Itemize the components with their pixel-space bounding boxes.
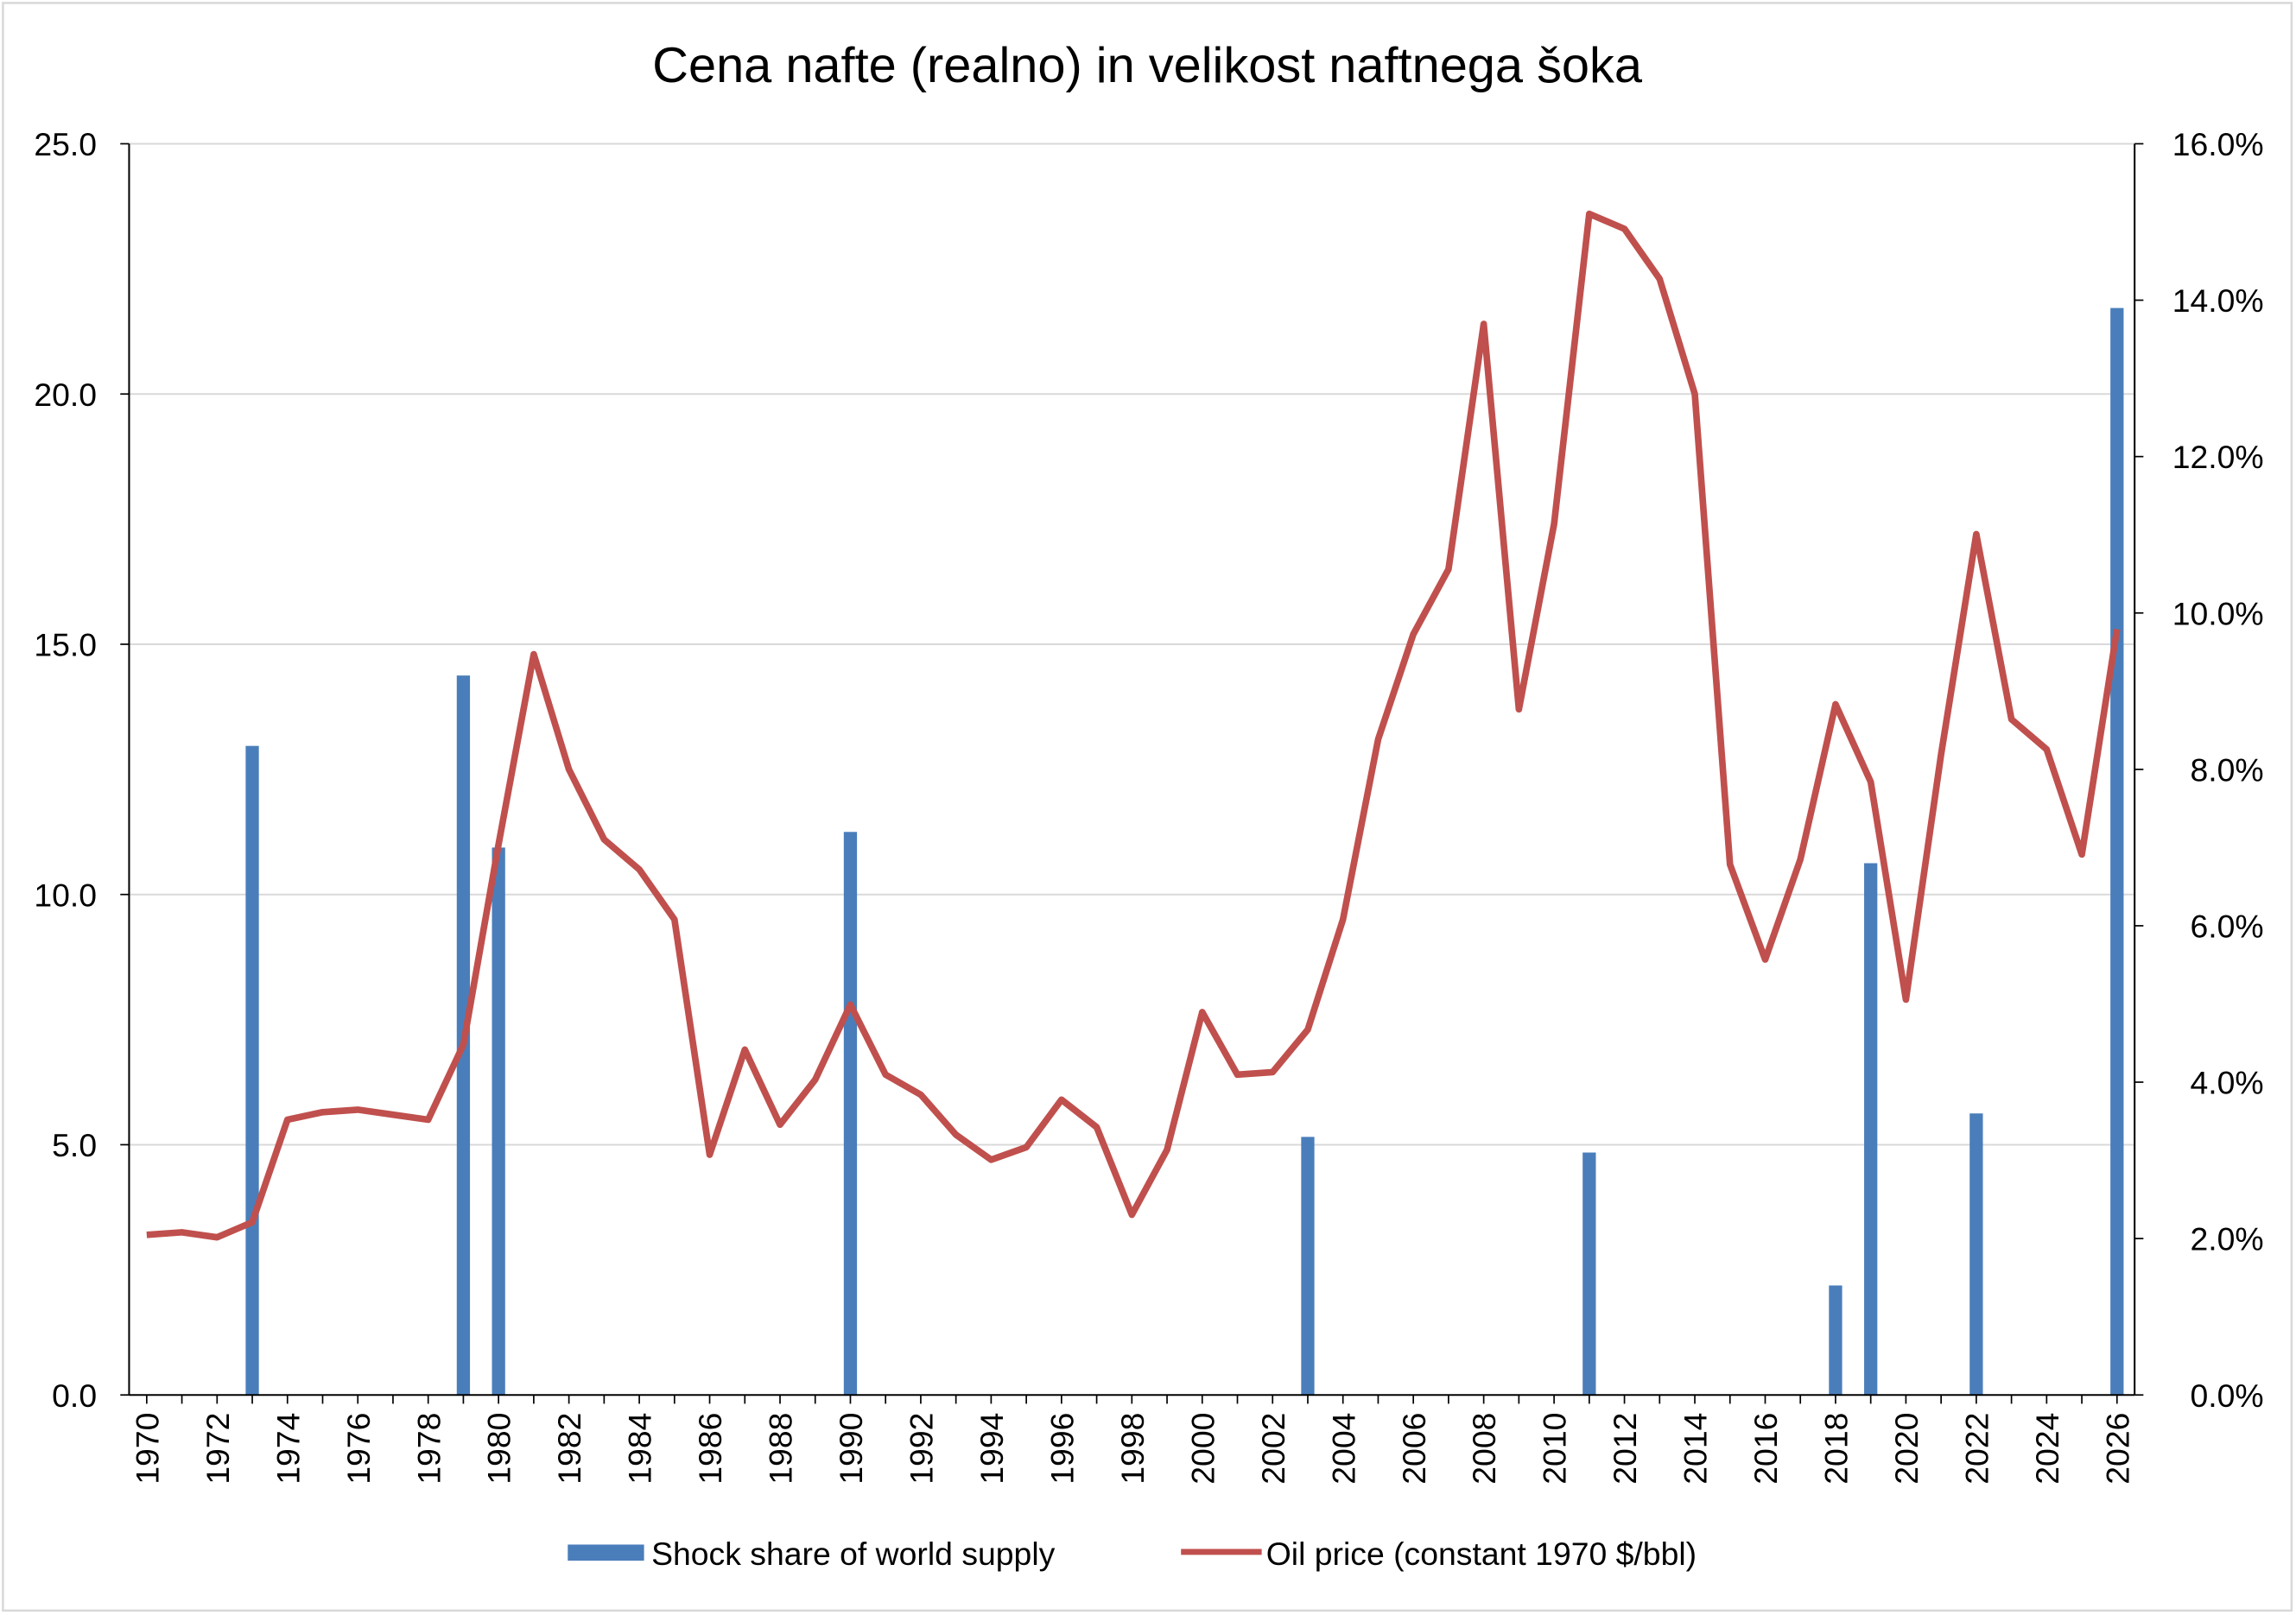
x-tick-label: 2026 <box>2099 1413 2135 1485</box>
x-tick-label: 2000 <box>1184 1413 1221 1485</box>
x-tick-label: 1976 <box>340 1413 377 1485</box>
oil-price-line <box>146 210 2121 1241</box>
x-tick-label: 2024 <box>2029 1413 2065 1485</box>
right-tick-label: 8.0% <box>2190 751 2263 788</box>
right-tick-label: 12.0% <box>2172 439 2264 475</box>
x-tick-label: 1982 <box>551 1413 587 1485</box>
x-tick-label: 1974 <box>270 1413 306 1485</box>
x-tick-label: 1994 <box>974 1413 1010 1485</box>
x-tick-label: 1972 <box>200 1413 236 1485</box>
bar-1980 <box>492 847 505 1396</box>
bar-2011 <box>1582 1152 1596 1396</box>
line-series <box>146 210 2121 1241</box>
x-tick-label: 1988 <box>763 1413 799 1485</box>
x-tick-label: 1980 <box>481 1413 517 1485</box>
legend-label-bars: Shock share of world supply <box>651 1536 1056 1572</box>
legend-label-line: Oil price (constant 1970 $/bbl) <box>1266 1536 1697 1572</box>
x-tick-label: 2012 <box>1607 1413 1643 1485</box>
right-tick-label: 6.0% <box>2190 909 2263 945</box>
left-tick-label: 20.0 <box>34 377 97 413</box>
right-tick-label: 0.0% <box>2190 1378 2263 1414</box>
x-tick-label: 2002 <box>1255 1413 1291 1485</box>
right-tick-label: 4.0% <box>2190 1065 2263 1101</box>
x-tick-label: 2006 <box>1396 1413 1432 1485</box>
x-tick-label: 2020 <box>1888 1413 1925 1485</box>
x-tick-label: 2018 <box>1818 1413 1855 1485</box>
x-tick-label: 1986 <box>692 1413 728 1485</box>
left-tick-label: 0.0 <box>52 1378 97 1414</box>
bar-2019 <box>1864 863 1878 1396</box>
x-tick-label: 2010 <box>1537 1413 1573 1485</box>
right-tick-label: 14.0% <box>2172 282 2264 319</box>
left-tick-label: 10.0 <box>34 877 97 913</box>
left-tick-label: 15.0 <box>34 627 97 663</box>
bar-2018 <box>1829 1285 1843 1396</box>
x-tick-label: 2008 <box>1466 1413 1502 1485</box>
bar-2003 <box>1301 1137 1315 1396</box>
bar-1990 <box>843 832 858 1396</box>
x-tick-label: 2004 <box>1325 1413 1361 1485</box>
axes: 0.0 5.0 10.0 15.0 20.0 25.0 0.0% 2.0% 4.0% 6.0% 8.… <box>34 126 2263 1485</box>
right-tick-label: 2.0% <box>2190 1221 2263 1257</box>
x-tick-label: 2014 <box>1678 1413 1714 1485</box>
x-tick-label: 2022 <box>1958 1413 1995 1485</box>
bar-1973 <box>245 745 259 1396</box>
x-tick-label: 1996 <box>1043 1413 1080 1485</box>
bar-2026 <box>2110 307 2124 1396</box>
legend: Shock share of world supply Oil price (c… <box>568 1536 1697 1572</box>
chart-title: Cena nafte (realno) in velikost naftnega… <box>652 38 1643 93</box>
x-tick-label: 1978 <box>410 1413 447 1485</box>
x-tick-label: 1992 <box>904 1413 940 1485</box>
x-tick-label: 1970 <box>129 1413 165 1485</box>
left-tick-label: 25.0 <box>34 126 97 162</box>
right-tick-label: 10.0% <box>2172 595 2264 631</box>
bar-2022 <box>1969 1113 1983 1396</box>
x-tick-label: 1990 <box>833 1413 869 1485</box>
x-tick-label: 1998 <box>1114 1413 1151 1485</box>
x-tick-label: 1984 <box>622 1413 658 1485</box>
right-tick-label: 16.0% <box>2172 126 2264 162</box>
bar-series <box>245 307 2124 1396</box>
legend-swatch-bars <box>568 1544 644 1561</box>
x-tick-label: 2016 <box>1747 1413 1784 1485</box>
left-tick-label: 5.0 <box>52 1127 97 1163</box>
